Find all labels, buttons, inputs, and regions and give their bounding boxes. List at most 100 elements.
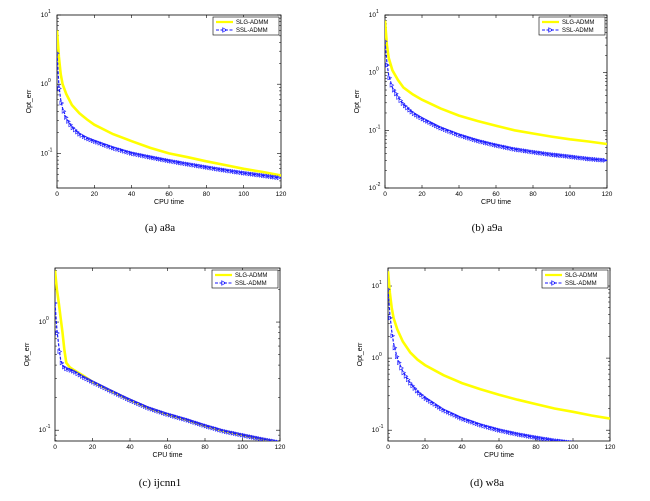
data-point-marker [410, 383, 416, 389]
y-tick-label: 10 [39, 319, 47, 326]
data-point-marker [398, 97, 404, 103]
data-point-marker [180, 160, 186, 166]
data-point-marker [414, 112, 419, 118]
data-point-marker [596, 157, 601, 163]
y-tick-exponent: -1 [48, 147, 53, 153]
data-point-marker [201, 422, 207, 428]
data-point-marker [406, 377, 411, 383]
data-point-marker [194, 420, 200, 426]
data-point-marker [396, 94, 401, 100]
y-tick-exponent: 0 [376, 67, 379, 73]
data-point-marker [248, 434, 254, 440]
data-point-marker [239, 432, 245, 438]
data-point-marker [61, 108, 67, 114]
data-point-marker [257, 436, 263, 441]
data-point-marker [426, 397, 431, 403]
data-point-marker [244, 433, 249, 439]
data-point-marker [70, 125, 76, 131]
plot-area [384, 14, 608, 189]
data-point-marker [252, 171, 257, 177]
x-tick-label: 0 [55, 191, 59, 198]
data-point-marker [494, 427, 500, 433]
y-tick-exponent: 1 [379, 280, 382, 286]
data-point-marker [117, 147, 123, 153]
data-point-marker [271, 438, 276, 441]
data-point-marker [174, 414, 180, 420]
y-axis-label: Opt_err [26, 89, 33, 113]
data-point-marker [109, 388, 114, 394]
data-point-marker [582, 155, 588, 161]
y-tick-exponent: 1 [376, 9, 379, 15]
data-point-marker [505, 429, 511, 435]
legend: SLG-ADMM SSL-ADMM [212, 16, 280, 36]
data-point-marker [597, 443, 601, 447]
data-point-marker [122, 148, 127, 154]
data-point-marker [223, 167, 228, 173]
data-point-marker [243, 170, 248, 176]
data-point-marker [537, 435, 542, 441]
data-point-marker [272, 174, 277, 180]
series-ssl-admm [55, 301, 279, 441]
data-point-marker [409, 109, 415, 115]
data-point-marker [165, 411, 171, 417]
data-point-marker [196, 163, 201, 169]
series-slg-admm [57, 30, 281, 177]
data-point-marker [273, 439, 278, 441]
x-tick-label: 60 [492, 191, 500, 198]
data-point-marker [265, 173, 271, 179]
x-tick-label: 60 [164, 444, 172, 451]
data-point-marker [519, 432, 524, 438]
x-axis-label: CPU time [153, 452, 183, 459]
data-point-marker [190, 419, 195, 425]
data-point-marker [71, 368, 76, 374]
data-point-marker [425, 118, 430, 124]
data-point-marker [64, 114, 69, 120]
data-point-marker [585, 156, 590, 162]
data-point-marker [485, 140, 490, 146]
data-point-marker [225, 168, 230, 174]
y-tick-exponent: 1 [48, 9, 51, 15]
data-point-marker [428, 398, 433, 404]
data-point-marker [474, 137, 479, 143]
legend-marker [221, 280, 227, 286]
data-point-marker [207, 165, 212, 171]
data-point-marker [460, 133, 466, 139]
data-point-marker [111, 389, 117, 395]
data-point-marker [228, 430, 234, 436]
data-point-marker [161, 410, 166, 416]
data-point-marker [467, 135, 472, 141]
data-point-marker [93, 380, 99, 386]
data-point-marker [269, 438, 274, 441]
data-point-marker [138, 402, 144, 408]
data-point-marker [120, 393, 126, 399]
x-tick-label: 20 [421, 444, 429, 451]
data-point-marker [140, 403, 146, 409]
data-point-marker [414, 388, 420, 394]
data-point-marker [411, 111, 417, 117]
data-point-marker [521, 432, 527, 438]
data-point-marker [498, 143, 504, 149]
data-point-marker [459, 415, 464, 421]
data-point-marker [154, 408, 159, 414]
data-point-marker [73, 127, 78, 133]
data-point-marker [529, 149, 535, 155]
data-point-marker [446, 409, 451, 415]
data-point-marker [181, 416, 186, 422]
y-tick-exponent: -1 [379, 424, 384, 430]
data-point-marker [274, 174, 280, 180]
data-point-marker [164, 157, 170, 163]
data-point-marker [124, 149, 130, 155]
data-point-marker [509, 146, 515, 152]
series-ssl-admm [57, 51, 281, 181]
data-point-marker [199, 422, 204, 428]
data-point-marker [550, 437, 555, 441]
legend-label: SLG-ADMM [565, 273, 597, 279]
data-point-marker [496, 143, 501, 149]
data-point-marker [104, 386, 110, 392]
data-point-marker [487, 141, 492, 147]
y-tick-label: 10 [372, 427, 380, 434]
data-point-marker [451, 130, 457, 136]
x-tick-label: 60 [165, 191, 173, 198]
data-point-marker [115, 146, 121, 152]
